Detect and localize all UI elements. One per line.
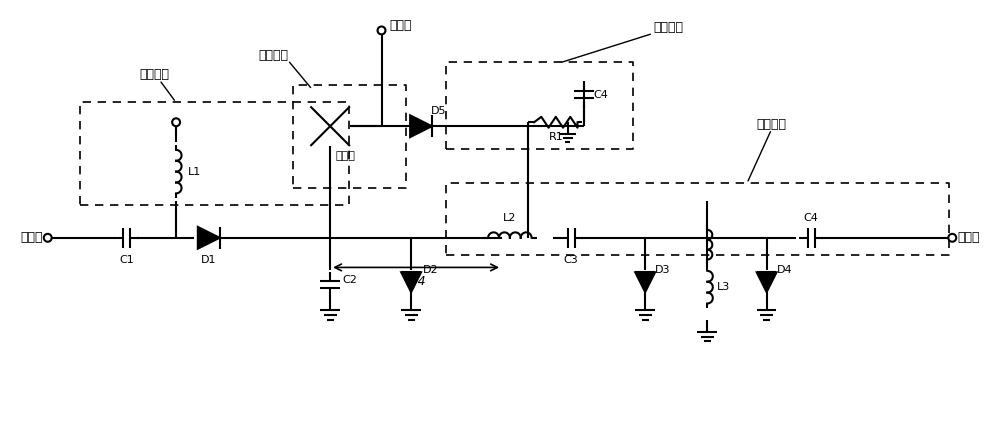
Text: L1: L1 (188, 167, 201, 177)
Polygon shape (198, 227, 220, 249)
Text: L3: L3 (717, 282, 730, 292)
Polygon shape (635, 272, 655, 292)
Text: 天线支路: 天线支路 (258, 49, 288, 62)
Text: 接收端: 接收端 (957, 231, 980, 244)
Text: D4: D4 (776, 265, 792, 276)
Text: 发射端: 发射端 (20, 231, 43, 244)
Polygon shape (401, 272, 421, 292)
Text: 检波电路: 检波电路 (653, 21, 683, 34)
Circle shape (44, 234, 52, 242)
Polygon shape (410, 115, 432, 137)
Text: D2: D2 (423, 265, 439, 276)
Text: C3: C3 (564, 255, 578, 264)
Text: L2: L2 (503, 213, 517, 223)
Text: 耦合器: 耦合器 (335, 151, 355, 161)
Text: D1: D1 (201, 255, 216, 264)
Text: 天线端: 天线端 (389, 19, 412, 32)
Text: R1: R1 (548, 132, 563, 142)
Text: D3: D3 (655, 265, 671, 276)
Text: C4: C4 (804, 213, 818, 223)
Text: C4: C4 (594, 89, 609, 100)
Circle shape (172, 118, 180, 126)
Text: 接收支路: 接收支路 (757, 118, 787, 131)
Polygon shape (757, 272, 776, 292)
Text: C1: C1 (119, 255, 134, 264)
Circle shape (948, 234, 956, 242)
Text: D5: D5 (431, 106, 446, 117)
Text: λ/4: λ/4 (406, 275, 426, 288)
Text: C2: C2 (342, 275, 357, 285)
Text: 发射支路: 发射支路 (140, 68, 170, 82)
Circle shape (378, 27, 385, 35)
